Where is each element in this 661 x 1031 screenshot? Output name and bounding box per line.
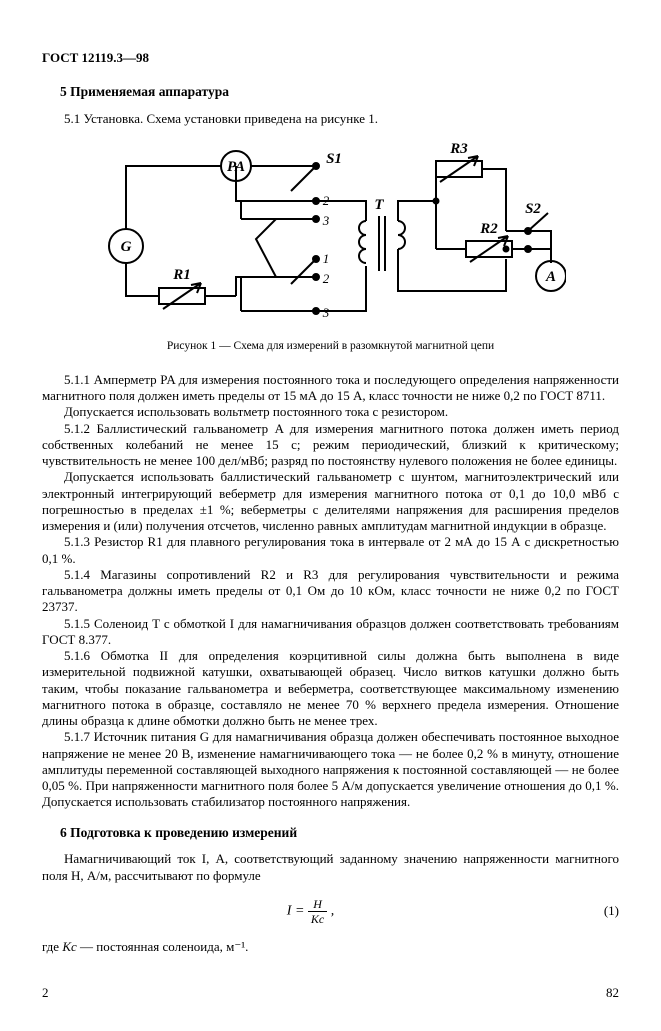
p-5-1-7: 5.1.7 Источник питания G для намагничива… bbox=[42, 729, 619, 810]
formula-num: H bbox=[308, 898, 327, 912]
formula-tail: , bbox=[327, 904, 334, 919]
label-r2: R2 bbox=[479, 221, 498, 237]
page-global: 82 bbox=[606, 985, 619, 1001]
section-5-title: 5 Применяемая аппаратура bbox=[60, 84, 619, 101]
page-local: 2 bbox=[42, 985, 49, 1001]
formula-lhs: I = bbox=[287, 904, 305, 919]
p-5-1: 5.1 Установка. Схема установки приведена… bbox=[42, 111, 619, 127]
formula-eqnum: (1) bbox=[579, 903, 619, 919]
p-5-1-2: 5.1.2 Баллистический гальванометр A для … bbox=[42, 421, 619, 470]
formula-1: I = H Kс , (1) bbox=[42, 898, 619, 925]
label-s2: S2 bbox=[525, 201, 541, 217]
svg-text:2: 2 bbox=[322, 271, 329, 286]
label-t: T bbox=[374, 197, 384, 213]
p-5-1-1: 5.1.1 Амперметр PA для измерения постоян… bbox=[42, 372, 619, 405]
svg-text:3: 3 bbox=[321, 305, 329, 320]
label-r3: R3 bbox=[449, 141, 468, 157]
svg-text:2: 2 bbox=[322, 193, 329, 208]
p-5-1-6: 5.1.6 Обмотка II для определения коэрцит… bbox=[42, 648, 619, 729]
page-footer: 2 82 bbox=[42, 985, 619, 1001]
svg-text:3: 3 bbox=[321, 213, 329, 228]
standard-code: ГОСТ 12119.3—98 bbox=[42, 50, 619, 66]
p-5-1-1b: Допускается использовать вольтметр посто… bbox=[42, 404, 619, 420]
p-5-1-4: 5.1.4 Магазины сопротивлений R2 и R3 для… bbox=[42, 567, 619, 616]
figure-1-schematic: G PA R1 S1 T R3 R2 S2 A 2 3 1 2 3 bbox=[42, 141, 619, 331]
p-5-1-3: 5.1.3 Резистор R1 для плавного регулиров… bbox=[42, 534, 619, 567]
section-6-title: 6 Подготовка к проведению измерений bbox=[60, 825, 619, 842]
p-6-intro: Намагничивающий ток I, А, соответствующи… bbox=[42, 851, 619, 884]
where-line: где Kс — постоянная соленоида, м⁻¹. bbox=[42, 939, 619, 955]
p-5-1-2b: Допускается использовать баллистический … bbox=[42, 469, 619, 534]
figure-1-caption: Рисунок 1 — Схема для измерений в разомк… bbox=[42, 339, 619, 353]
p-5-1-5: 5.1.5 Соленоид T с обмоткой I для намагн… bbox=[42, 616, 619, 649]
label-g: G bbox=[120, 239, 131, 255]
label-s1: S1 bbox=[326, 151, 342, 167]
svg-text:1: 1 bbox=[322, 251, 329, 266]
label-r1: R1 bbox=[172, 267, 191, 283]
formula-den: Kс bbox=[308, 912, 327, 925]
label-pa: PA bbox=[226, 159, 244, 175]
label-a: A bbox=[544, 269, 555, 285]
